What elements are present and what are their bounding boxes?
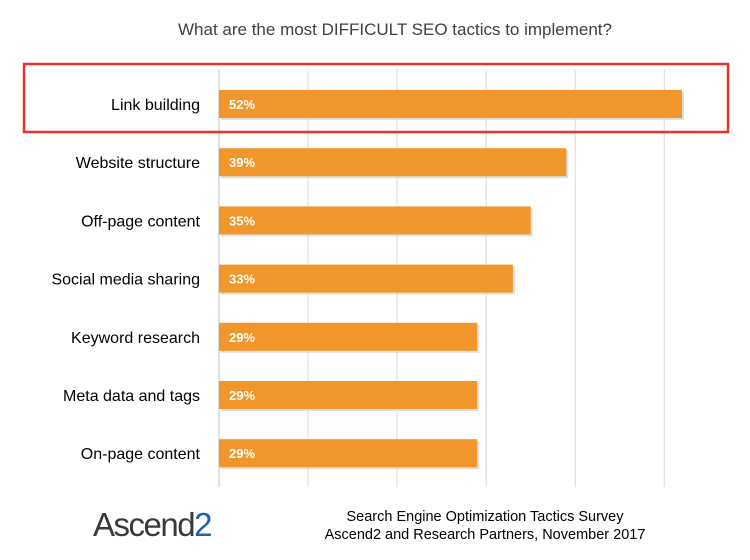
data-label: 29%	[229, 446, 255, 461]
ascend2-logo: Ascend2	[93, 506, 212, 544]
category-label: On-page content	[81, 446, 201, 463]
bar	[219, 322, 478, 351]
logo-text: Ascend	[93, 506, 196, 543]
data-label: 33%	[229, 272, 255, 287]
category-label: Meta data and tags	[63, 388, 200, 405]
category-label: Keyword research	[71, 330, 200, 347]
bar	[219, 381, 478, 409]
data-label: 52%	[229, 97, 255, 112]
highlight-box	[22, 62, 730, 134]
bar	[219, 264, 513, 293]
bar-chart: 52% Link building 39% Website structure 35% O…	[22, 62, 730, 487]
data-label: 39%	[229, 155, 255, 170]
bar	[219, 206, 531, 235]
chart-title: What are the most DIFFICULT SEO tactics …	[178, 20, 612, 39]
bar	[219, 148, 567, 177]
data-label: 29%	[229, 330, 255, 345]
data-label: 35%	[229, 213, 255, 228]
data-label: 29%	[229, 388, 255, 403]
source-line-1: Search Engine Optimization Tactics Surve…	[346, 509, 624, 525]
bar	[219, 439, 478, 468]
category-label: Off-page content	[81, 213, 200, 230]
category-label: Link building	[111, 97, 200, 114]
source-line-2: Ascend2 and Research Partners, November …	[324, 527, 646, 543]
category-label: Website structure	[76, 155, 200, 172]
logo-number: 2	[194, 506, 212, 543]
source-note: Search Engine Optimization Tactics Surve…	[310, 508, 660, 544]
category-label: Social media sharing	[51, 272, 200, 289]
bar	[219, 90, 683, 118]
